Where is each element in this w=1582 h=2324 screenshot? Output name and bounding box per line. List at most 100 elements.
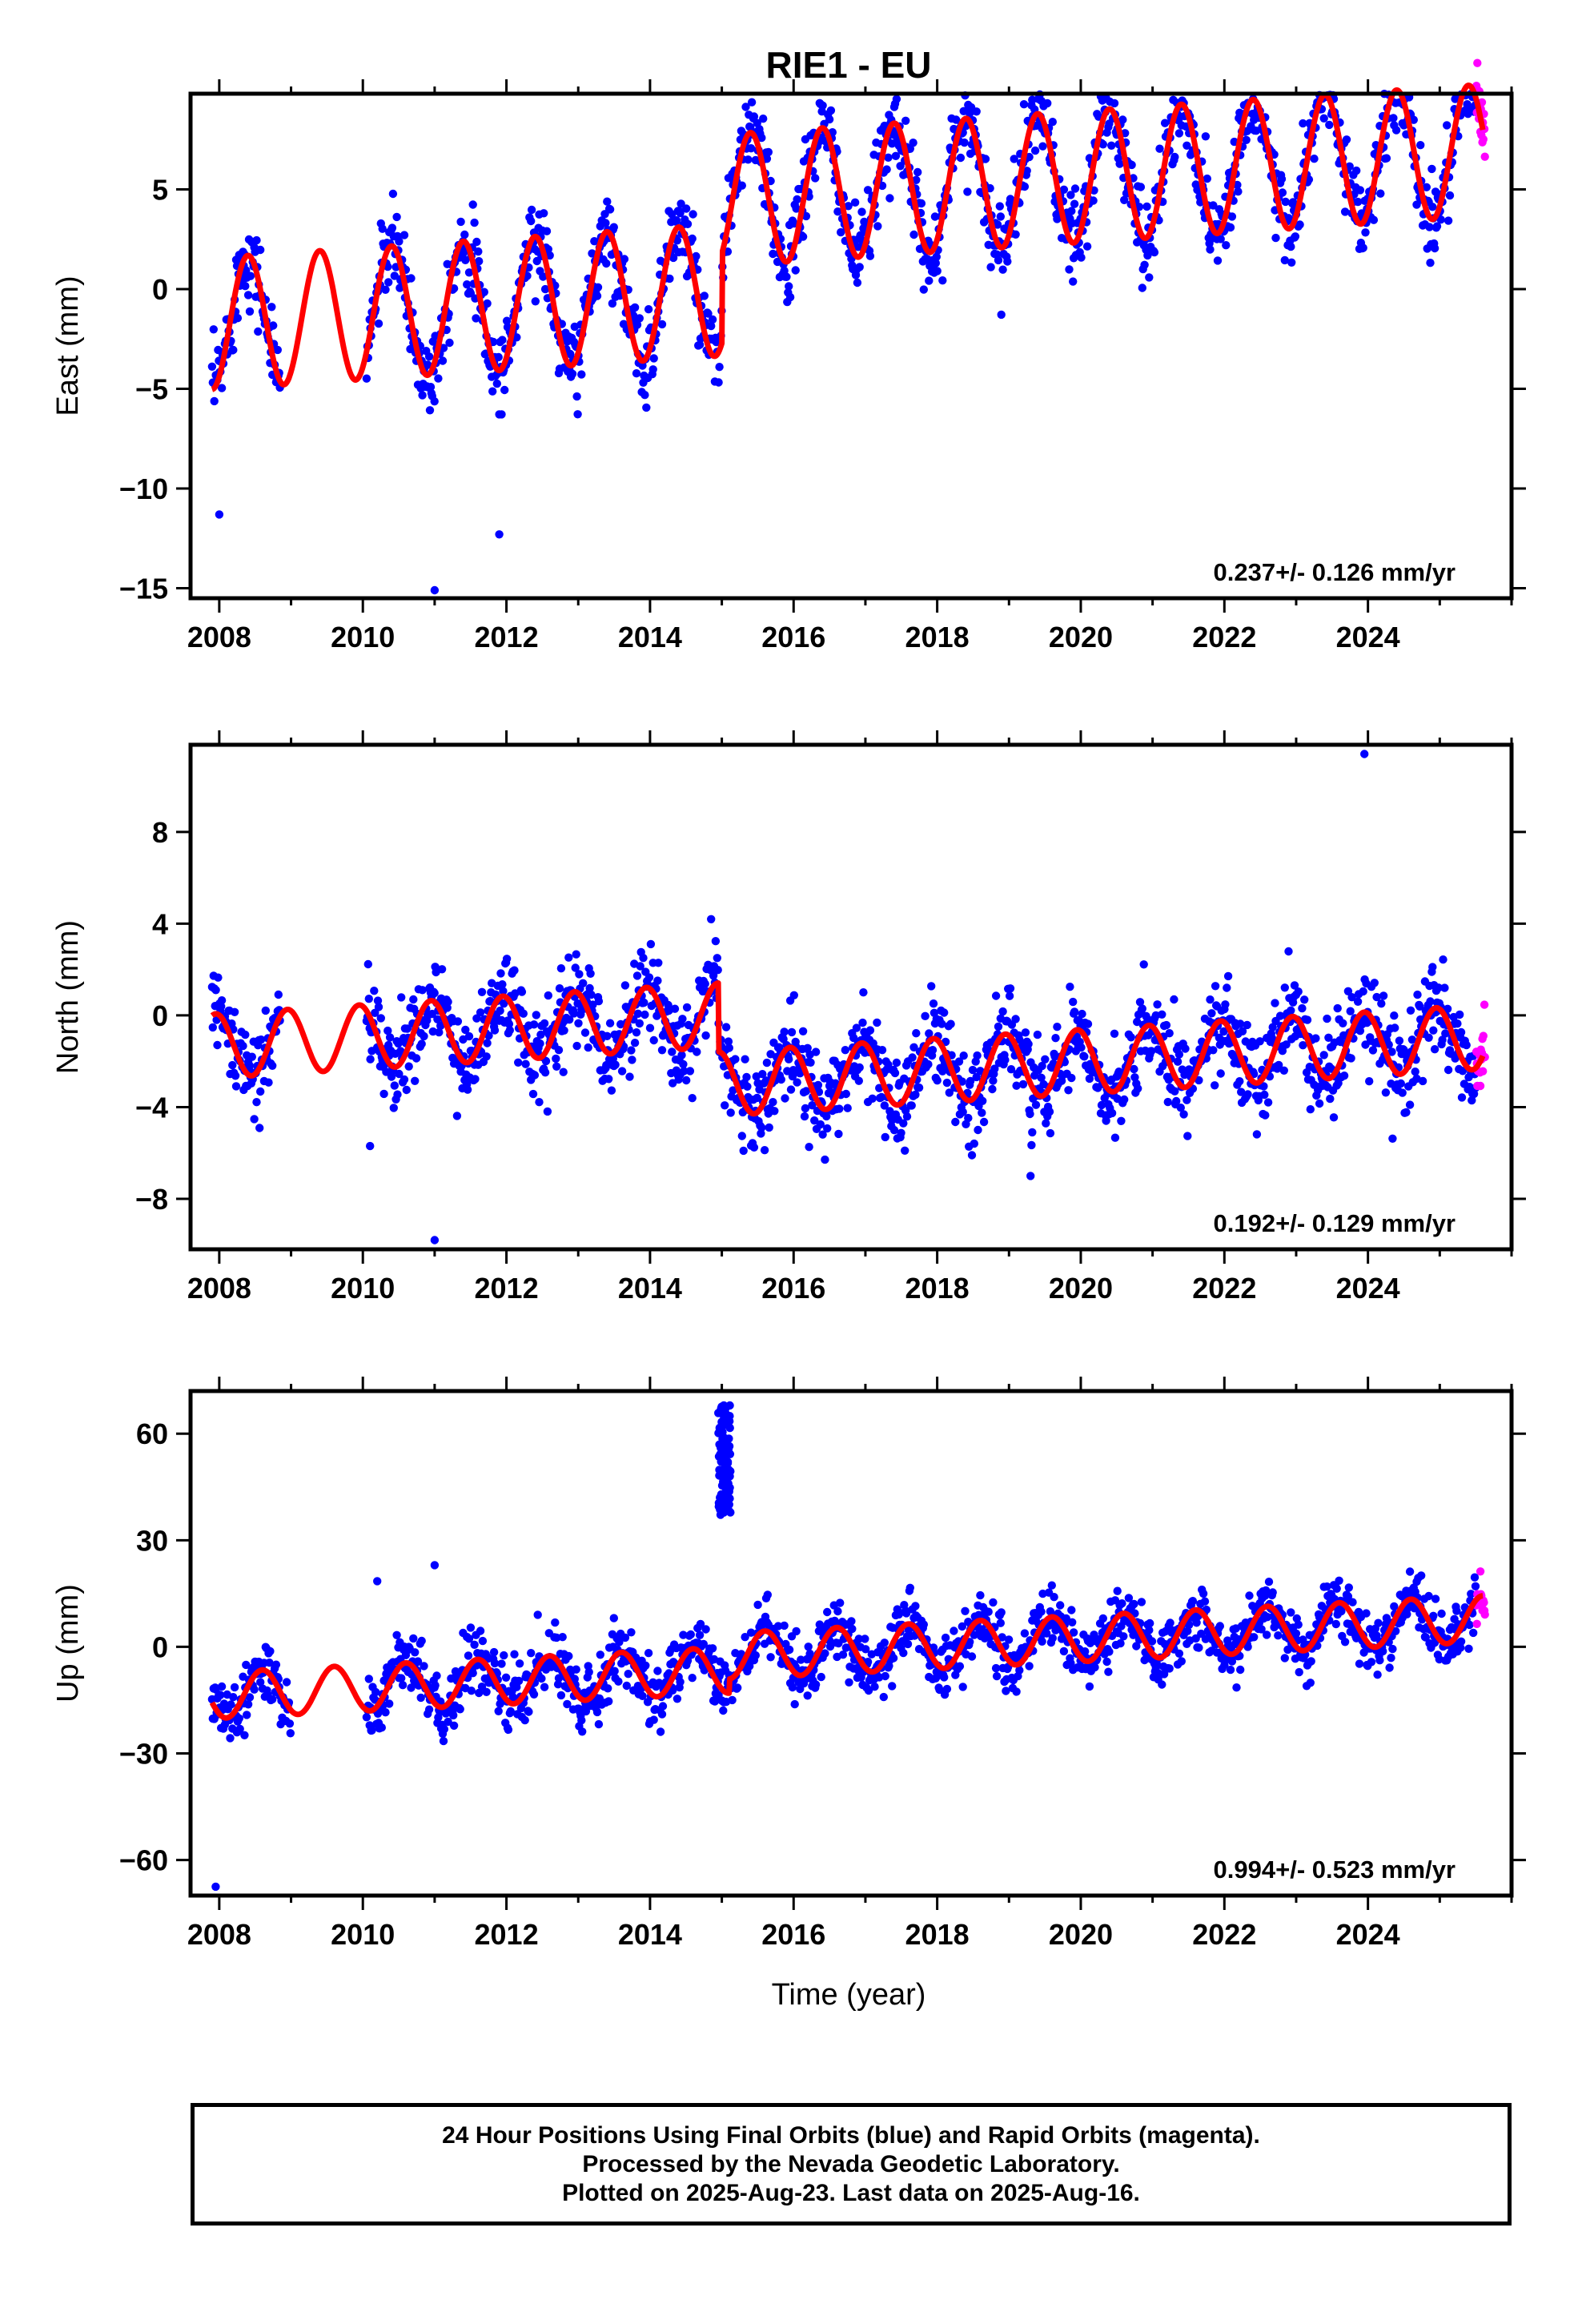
data-point: [765, 1123, 773, 1132]
data-point: [395, 237, 404, 246]
data-point: [1117, 1116, 1126, 1126]
data-point: [1173, 1057, 1182, 1066]
data-point: [437, 965, 447, 974]
x-tick-label: 2024: [1336, 621, 1400, 653]
data-point: [958, 1683, 967, 1691]
data-point: [590, 237, 599, 246]
data-point: [1340, 207, 1350, 216]
data-point: [1232, 1683, 1241, 1692]
data-point: [1070, 199, 1079, 208]
data-point: [967, 1652, 977, 1661]
data-point: [602, 259, 611, 268]
data-point: [1339, 1019, 1347, 1028]
data-point: [632, 1028, 641, 1037]
data-point: [580, 1028, 590, 1037]
data-point: [1080, 1052, 1089, 1061]
data-point: [713, 966, 722, 975]
rapid-point: [1479, 1031, 1488, 1040]
data-point: [917, 199, 926, 208]
data-point: [701, 979, 709, 988]
data-point: [418, 391, 427, 400]
x-tick-label: 2012: [475, 621, 539, 653]
data-point: [1012, 1687, 1021, 1696]
data-point: [254, 327, 263, 336]
data-point: [622, 1681, 631, 1691]
data-point: [1443, 121, 1452, 130]
data-point: [501, 1673, 511, 1682]
data-point: [649, 1715, 658, 1724]
data-point: [746, 123, 755, 132]
data-point: [397, 993, 406, 1002]
data-point: [707, 915, 716, 924]
data-point: [246, 271, 255, 280]
data-point: [572, 950, 580, 959]
data-point: [994, 255, 1003, 265]
data-point: [468, 200, 477, 209]
data-point: [1030, 146, 1040, 155]
x-tick-label: 2020: [1049, 1272, 1113, 1305]
data-point: [439, 1736, 448, 1746]
data-point: [424, 1705, 434, 1714]
data-point: [882, 165, 891, 174]
data-point: [239, 1041, 247, 1051]
data-point: [1319, 114, 1328, 123]
data-point: [877, 1046, 887, 1055]
data-point: [243, 291, 253, 300]
data-point: [789, 991, 798, 1000]
data-point: [834, 1129, 843, 1139]
data-point: [1412, 200, 1421, 209]
data-point: [859, 988, 868, 997]
data-point: [1201, 132, 1211, 141]
data-point: [1390, 1602, 1399, 1611]
anomaly-point: [725, 1487, 733, 1496]
data-point: [995, 202, 1005, 211]
data-point: [1471, 1582, 1480, 1591]
data-point: [785, 1055, 793, 1063]
data-point: [1382, 154, 1391, 163]
data-point: [1018, 1080, 1028, 1089]
data-point: [665, 274, 674, 283]
data-point: [644, 1649, 653, 1658]
data-point: [960, 138, 969, 147]
data-point: [1195, 1643, 1203, 1652]
data-point: [670, 1004, 680, 1013]
data-point: [649, 1035, 658, 1045]
data-point: [578, 1727, 587, 1736]
panel-up: 2008 2010 2012 2014 2016 2018 2020 2022 2024−60−…: [51, 1377, 1526, 1951]
data-point: [1439, 955, 1447, 964]
data-point: [791, 266, 800, 275]
x-tick-label: 2020: [1049, 621, 1113, 653]
data-point: [1174, 1649, 1184, 1658]
data-point: [1377, 999, 1386, 1008]
data-point: [1227, 212, 1237, 221]
data-point: [901, 1146, 909, 1156]
data-point: [539, 272, 548, 281]
data-point: [467, 1687, 476, 1695]
data-point: [1279, 1066, 1289, 1076]
data-point: [1387, 1654, 1395, 1663]
data-point: [1453, 1019, 1462, 1028]
data-point: [213, 1040, 222, 1050]
data-point: [1405, 1100, 1415, 1109]
data-point: [498, 336, 507, 344]
data-point: [1038, 1637, 1046, 1646]
data-point: [714, 378, 723, 387]
data-point: [416, 1693, 425, 1703]
data-point: [1048, 1634, 1058, 1642]
data-point: [1242, 135, 1251, 144]
data-point: [1113, 1586, 1122, 1595]
data-point: [374, 1003, 383, 1011]
data-point: [376, 1014, 385, 1023]
x-tick-label: 2022: [1192, 1918, 1256, 1951]
data-point: [564, 1651, 573, 1661]
data-point: [285, 1719, 295, 1728]
data-point: [676, 208, 685, 218]
data-point: [466, 1623, 476, 1632]
data-point: [482, 1052, 491, 1061]
anomaly-point: [719, 1477, 728, 1486]
data-point: [1046, 1128, 1055, 1138]
data-point: [556, 1691, 566, 1700]
data-point: [942, 1078, 952, 1088]
data-point: [1315, 1099, 1324, 1108]
data-point: [766, 1653, 775, 1662]
